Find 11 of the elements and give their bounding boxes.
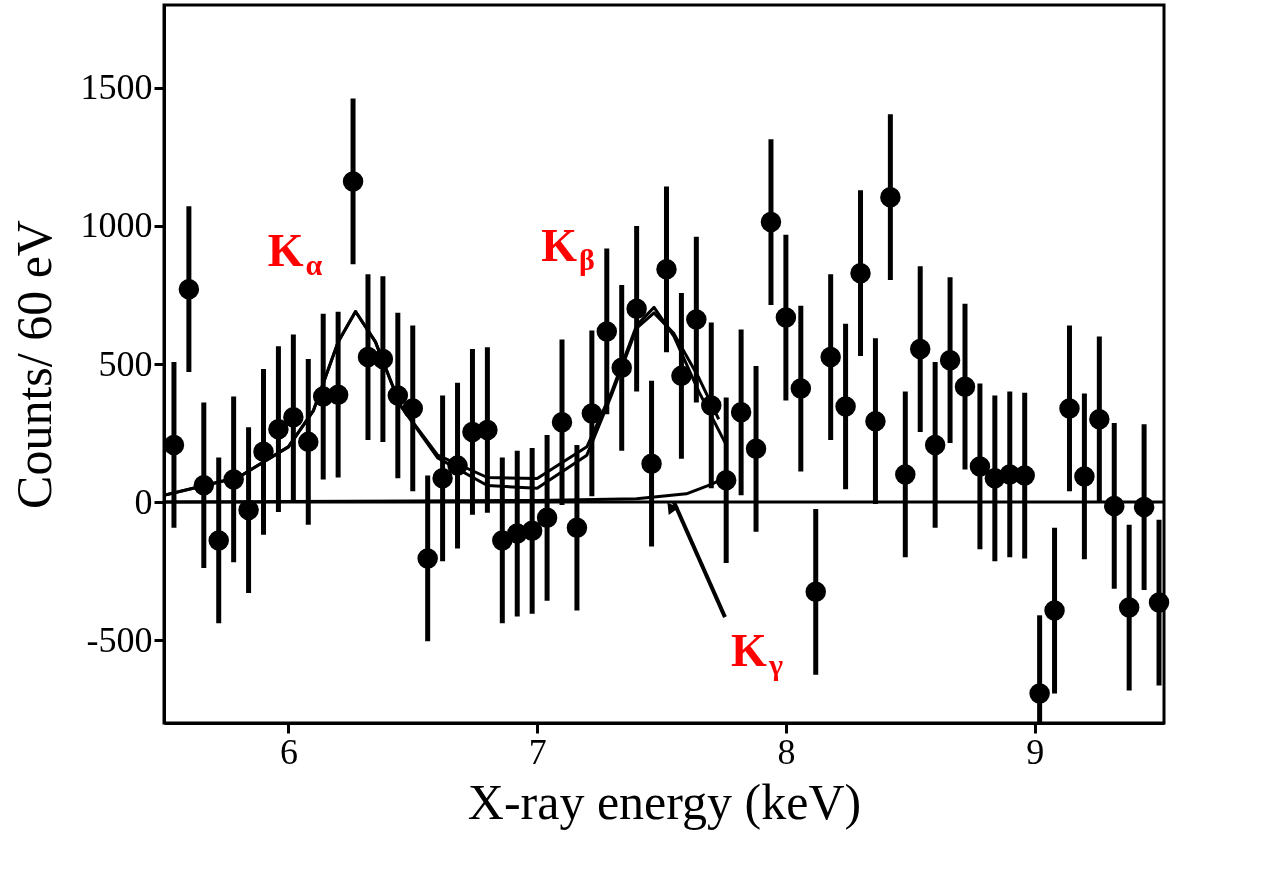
y-tick-label: 500 [98, 343, 153, 384]
y-tick-label: -500 [86, 619, 153, 660]
y-tick-label: 1500 [80, 67, 153, 108]
x-tick-label: 7 [528, 731, 547, 772]
x-tick-label: 8 [777, 731, 796, 772]
y-tick-label: 0 [134, 481, 153, 522]
x-tick-label: 9 [1026, 731, 1045, 772]
y-tick-label: 1000 [80, 205, 153, 246]
x-tick-label: 6 [279, 731, 298, 772]
y-axis-title: Counts/ 60 eV [5, 220, 62, 509]
x-axis-title: X-ray energy (keV) [467, 773, 862, 830]
